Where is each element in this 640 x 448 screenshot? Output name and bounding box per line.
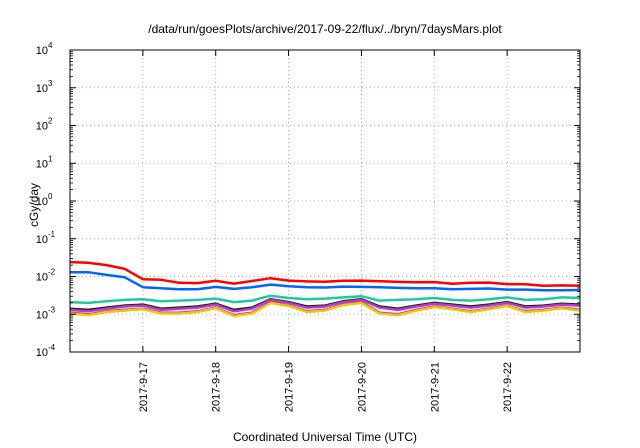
series-line-7 (69, 301, 581, 318)
y-tick-exponent: 2 (48, 117, 53, 126)
series-line-1 (69, 260, 581, 287)
y-tick-exponent: 1 (48, 154, 53, 163)
y-tick-label: 10 (36, 234, 48, 246)
y-axis-label: cGy/day (27, 183, 41, 227)
y-tick-label: 10 (36, 121, 48, 133)
y-tick-label: 10 (36, 272, 48, 284)
y-tick-label: 10 (36, 45, 48, 57)
y-tick-label: 10 (36, 83, 48, 95)
x-tick-label: 2017-9-22 (502, 362, 514, 412)
y-tick-exponent: -3 (48, 305, 56, 314)
x-tick-label: 2017-9-21 (429, 362, 441, 412)
x-tick-label: 2017-9-17 (138, 362, 150, 412)
series-line-5 (69, 298, 581, 313)
y-tick-exponent: -4 (48, 343, 56, 352)
x-tick-label: 2017-9-18 (211, 362, 223, 412)
series-line-2 (70, 270, 581, 292)
y-tick-label: 10 (36, 347, 48, 359)
y-tick-exponent: 3 (48, 79, 53, 88)
chart-title: /data/run/goesPlots/archive/2017-09-22/f… (148, 22, 502, 36)
x-axis-label: Coordinated Universal Time (UTC) (233, 430, 417, 444)
y-tick-exponent: 0 (48, 192, 53, 201)
y-tick-exponent: -2 (48, 268, 56, 277)
grid-lines (70, 50, 580, 352)
y-tick-exponent: -1 (48, 230, 56, 239)
y-tick-label: 10 (36, 158, 48, 170)
series-line-3 (69, 294, 581, 305)
x-tick-label: 2017-9-19 (284, 362, 296, 412)
x-axis-ticks: 2017-9-17 2017-9-18 2017-9-19 2017-9-20 2017… (138, 50, 514, 412)
series-layer (69, 260, 581, 318)
y-tick-label: 10 (36, 196, 48, 208)
y-tick-label: 10 (36, 309, 48, 321)
y-tick-exponent: 4 (48, 41, 53, 50)
x-tick-label: 2017-9-20 (356, 362, 368, 412)
